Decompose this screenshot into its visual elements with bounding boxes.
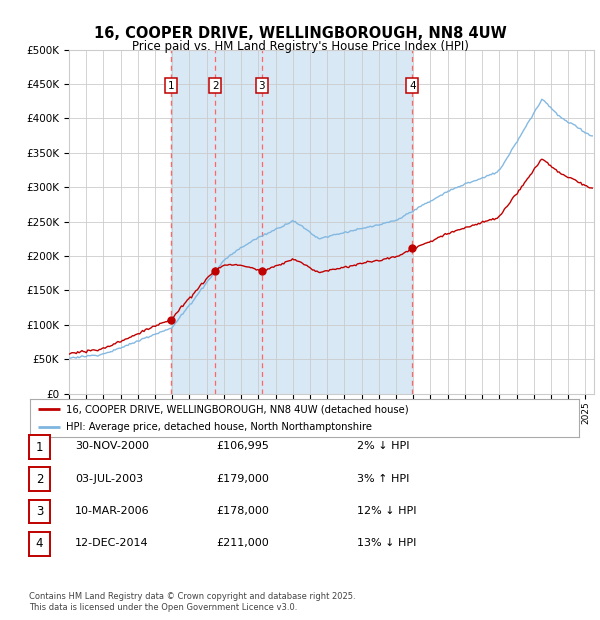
- Text: This data is licensed under the Open Government Licence v3.0.: This data is licensed under the Open Gov…: [29, 603, 297, 612]
- Text: 16, COOPER DRIVE, WELLINGBOROUGH, NN8 4UW: 16, COOPER DRIVE, WELLINGBOROUGH, NN8 4U…: [94, 26, 506, 41]
- Text: 13% ↓ HPI: 13% ↓ HPI: [357, 538, 416, 548]
- Text: Contains HM Land Registry data © Crown copyright and database right 2025.: Contains HM Land Registry data © Crown c…: [29, 592, 355, 601]
- Text: £178,000: £178,000: [216, 506, 269, 516]
- Text: 3: 3: [36, 505, 43, 518]
- Text: £106,995: £106,995: [216, 441, 269, 451]
- Text: 2: 2: [36, 473, 43, 485]
- Text: 3: 3: [259, 81, 265, 91]
- Text: 10-MAR-2006: 10-MAR-2006: [75, 506, 149, 516]
- Text: £211,000: £211,000: [216, 538, 269, 548]
- Text: 12-DEC-2014: 12-DEC-2014: [75, 538, 149, 548]
- Text: 3% ↑ HPI: 3% ↑ HPI: [357, 474, 409, 484]
- Text: 4: 4: [36, 538, 43, 550]
- Text: 12% ↓ HPI: 12% ↓ HPI: [357, 506, 416, 516]
- Text: HPI: Average price, detached house, North Northamptonshire: HPI: Average price, detached house, Nort…: [65, 422, 371, 432]
- Text: 2% ↓ HPI: 2% ↓ HPI: [357, 441, 409, 451]
- Text: Price paid vs. HM Land Registry's House Price Index (HPI): Price paid vs. HM Land Registry's House …: [131, 40, 469, 53]
- Text: 4: 4: [409, 81, 416, 91]
- Text: 03-JUL-2003: 03-JUL-2003: [75, 474, 143, 484]
- Text: 16, COOPER DRIVE, WELLINGBOROUGH, NN8 4UW (detached house): 16, COOPER DRIVE, WELLINGBOROUGH, NN8 4U…: [65, 404, 409, 414]
- Text: 30-NOV-2000: 30-NOV-2000: [75, 441, 149, 451]
- Text: 2: 2: [212, 81, 218, 91]
- Bar: [171, 50, 412, 394]
- Text: £179,000: £179,000: [216, 474, 269, 484]
- Text: 1: 1: [36, 441, 43, 453]
- Text: 1: 1: [167, 81, 174, 91]
